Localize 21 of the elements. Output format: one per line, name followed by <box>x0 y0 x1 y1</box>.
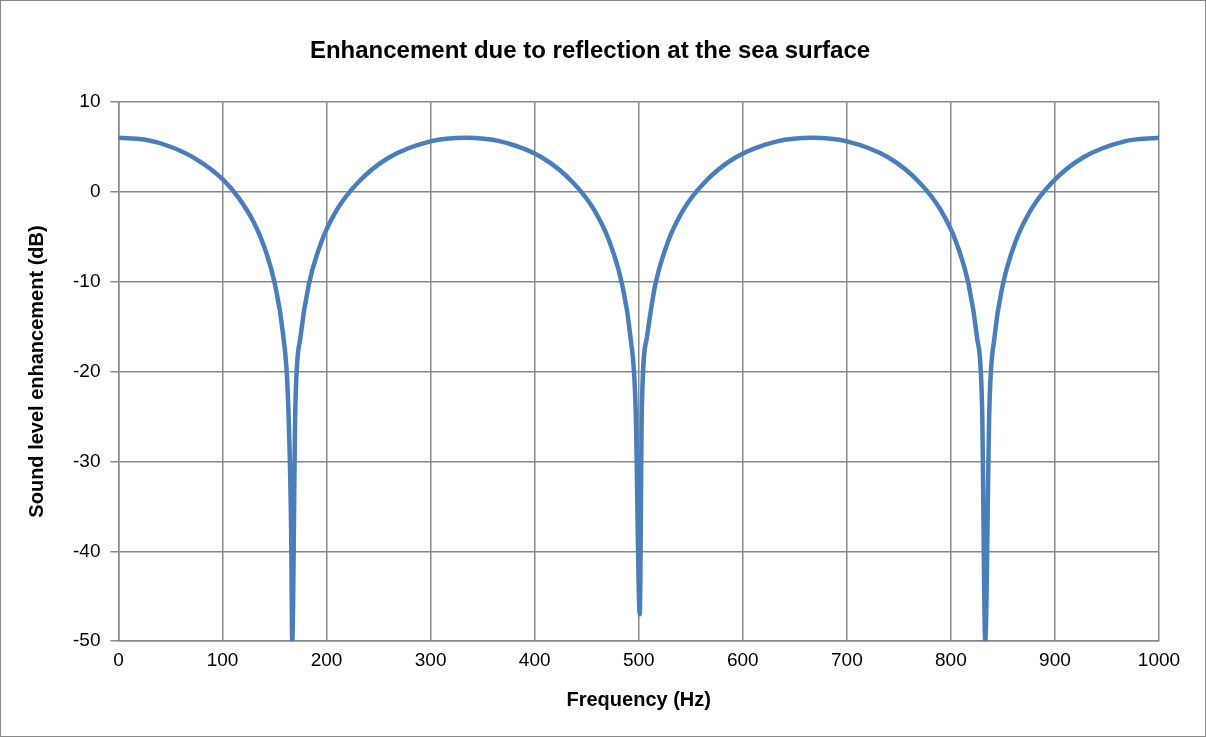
x-tick-label: 900 <box>1039 648 1071 670</box>
x-tick-label: 800 <box>935 648 967 670</box>
chart-title: Enhancement due to reflection at the sea surface <box>309 36 871 64</box>
x-tick-label: 100 <box>206 648 239 670</box>
x-tick-label: 400 <box>518 648 551 670</box>
x-tick-label: 500 <box>622 648 655 670</box>
x-tick-label: 300 <box>414 648 447 670</box>
y-tick-label: -40 <box>72 539 101 561</box>
y-tick-label: -20 <box>72 359 101 381</box>
y-tick-label: -10 <box>72 269 101 291</box>
x-tick-label: 700 <box>830 648 863 670</box>
x-axis-title: Frequency (Hz) <box>566 687 711 710</box>
y-tick-label: 0 <box>89 179 101 201</box>
x-tick-label: 1000 <box>1137 648 1181 670</box>
x-tick-label: 600 <box>726 648 759 670</box>
y-tick-label: 10 <box>79 90 101 112</box>
x-tick-label: 200 <box>310 648 343 670</box>
y-axis-title: Sound level enhancement (dB) <box>24 225 47 518</box>
y-tick-label: -50 <box>72 629 101 651</box>
y-tick-label: -30 <box>72 449 101 471</box>
x-tick-label: 0 <box>113 648 124 670</box>
